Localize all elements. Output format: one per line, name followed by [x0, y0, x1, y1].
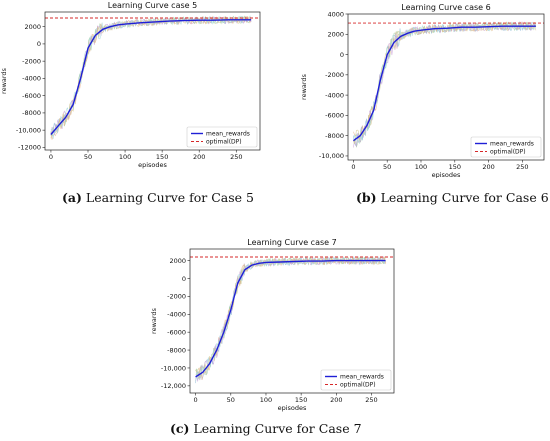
y-tick-label: 4000	[327, 10, 344, 18]
plot-area	[190, 255, 394, 384]
series-line-mean-rewards	[352, 25, 536, 142]
caption-case-6: (b) Learning Curve for Case 6	[356, 190, 549, 205]
plot-area	[348, 20, 544, 148]
y-tick-label: 2000	[169, 257, 186, 265]
noise-run-line	[195, 255, 386, 384]
legend-entry: optimal(DP)	[340, 382, 376, 389]
y-tick-label: 0	[37, 40, 41, 48]
x-tick-label: 200	[482, 163, 494, 171]
y-tick-label: -10,000	[161, 364, 186, 372]
chart-case-5: Learning Curve case 5 0 50 100 150 200 250 -120…	[0, 1, 261, 169]
caption-case-5: (a) Learning Curve for Case 5	[62, 190, 254, 205]
x-tick-label: 0	[351, 163, 355, 171]
x-tick-label: 250	[516, 163, 528, 171]
x-tick-label: 200	[330, 396, 342, 404]
legend-entry: optimal(DP)	[206, 139, 242, 146]
x-axis-label: episodes	[432, 171, 461, 178]
x-tick-label: 0	[49, 153, 53, 161]
x-axis-label: episodes	[278, 404, 307, 412]
noise-run-line	[195, 256, 386, 382]
series-line-mean-rewards	[195, 259, 386, 378]
chart-case-6: Learning Curve case 6 0 50 100 150 200 250 -10,…	[300, 3, 545, 178]
x-tick-label: 150	[295, 396, 307, 404]
y-tick-label: -6000	[22, 92, 41, 100]
x-tick-label: 100	[415, 163, 427, 171]
legend-entry: mean_rewards	[490, 141, 534, 148]
y-tick-label: -8000	[325, 132, 344, 140]
y-tick-label: -8000	[167, 346, 186, 354]
caption-text: Learning Curve for Case 6	[380, 190, 549, 205]
y-tick-label: -12,000	[161, 382, 186, 390]
caption-text: Learning Curve for Case 5	[85, 190, 255, 205]
noise-run-line	[50, 15, 252, 139]
y-axis-label: rewards	[0, 67, 8, 94]
x-axis-label: episodes	[138, 161, 167, 169]
legend-entry: optimal(DP)	[490, 149, 526, 156]
legend-entry: mean_rewards	[340, 374, 384, 381]
x-tick-label: 50	[383, 163, 391, 171]
chart-panel-case-7: Learning Curve case 7 0 50 100 150 200 250 -12,…	[150, 233, 400, 413]
chart-panel-case-5: Learning Curve case 5 0 50 100 150 200 250 -120…	[0, 0, 270, 178]
caption-label: (c)	[170, 421, 190, 436]
y-axis-label: rewards	[300, 73, 308, 100]
y-tick-label: -10,000	[16, 126, 41, 134]
y-axis-label: rewards	[150, 307, 158, 334]
chart-case-7: Learning Curve case 7 0 50 100 150 200 250 -12,…	[150, 238, 395, 412]
y-tick-label: 0	[340, 51, 344, 59]
x-tick-label: 250	[230, 153, 242, 161]
chart-title: Learning Curve case 6	[401, 3, 490, 12]
legend-box	[320, 369, 392, 391]
noise-run-line	[195, 256, 386, 380]
legend-box	[186, 126, 258, 148]
y-tick-label: -8000	[22, 109, 41, 117]
caption-label: (b)	[356, 190, 377, 205]
axes-frame	[44, 11, 261, 151]
x-tick-label: 50	[227, 396, 235, 404]
y-tick-label: -2000	[167, 293, 186, 301]
series-line-mean-rewards	[50, 19, 252, 135]
chart-panel-case-6: Learning Curve case 6 0 50 100 150 200 250 -10,…	[300, 0, 550, 178]
noise-run-line	[195, 255, 386, 382]
caption-case-7: (c) Learning Curve for Case 7	[170, 421, 362, 436]
chart-title: Learning Curve case 5	[108, 1, 197, 10]
y-tick-label: 0	[182, 275, 186, 283]
x-tick-label: 250	[365, 396, 377, 404]
x-tick-label: 150	[449, 163, 461, 171]
y-tick-label: -4000	[325, 91, 344, 99]
noise-run-line	[353, 21, 537, 145]
y-tick-label: -2000	[22, 57, 41, 65]
x-tick-label: 100	[260, 396, 272, 404]
noise-run-line	[353, 21, 537, 148]
y-tick-label: -4000	[167, 311, 186, 319]
noise-run-line	[195, 256, 386, 380]
y-tick-label: 2000	[24, 23, 41, 31]
y-tick-label: -12000	[18, 144, 41, 152]
y-tick-label: -2000	[325, 71, 344, 79]
caption-text: Learning Curve for Case 7	[193, 421, 362, 436]
x-tick-label: 50	[84, 153, 92, 161]
x-tick-label: 150	[156, 153, 168, 161]
axes-frame	[347, 13, 545, 161]
legend-box	[470, 136, 542, 158]
x-tick-label: 100	[119, 153, 131, 161]
x-tick-label: 200	[193, 153, 205, 161]
y-tick-label: -10,000	[319, 152, 344, 160]
chart-title: Learning Curve case 7	[247, 238, 336, 247]
y-tick-label: -4000	[22, 75, 41, 83]
axes-frame	[189, 248, 395, 394]
noise-run-line	[353, 21, 537, 148]
x-tick-label: 0	[194, 396, 198, 404]
caption-label: (a)	[62, 190, 82, 205]
plot-area	[45, 15, 260, 140]
legend-entry: mean_rewards	[206, 131, 250, 138]
noise-run-line	[195, 256, 386, 378]
y-tick-label: 2000	[327, 31, 344, 39]
y-tick-label: -6000	[325, 112, 344, 120]
y-tick-label: -6000	[167, 328, 186, 336]
